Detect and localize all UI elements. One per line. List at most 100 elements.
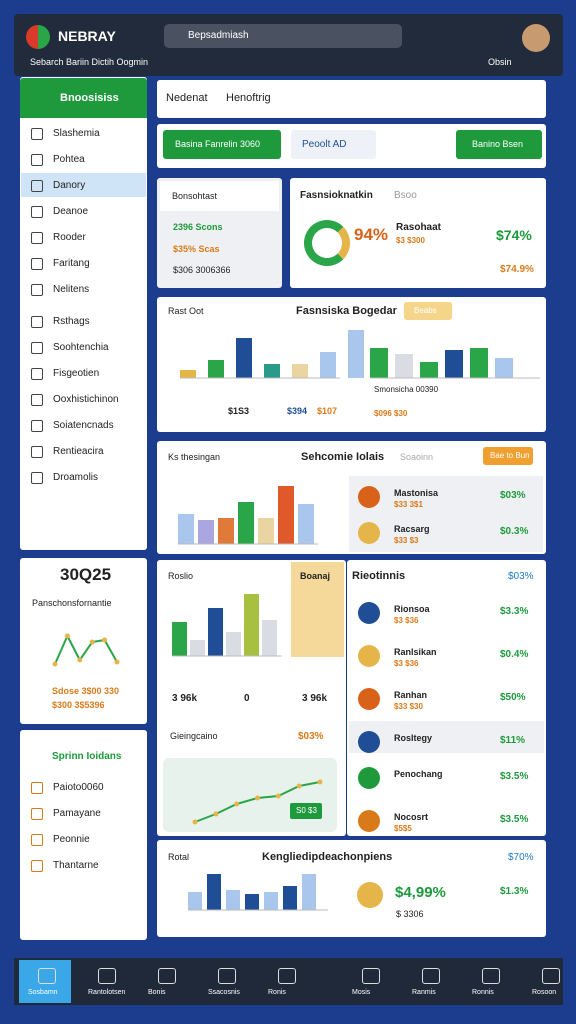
nav-label[interactable]: Bonis bbox=[148, 989, 166, 996]
panel-label: Rast Oot bbox=[168, 306, 204, 316]
nav-icon bbox=[31, 154, 43, 166]
panel-label: Rotal bbox=[168, 852, 190, 862]
item-sub: $33 $3 bbox=[394, 536, 419, 545]
bar-chart bbox=[188, 874, 328, 911]
item-value: $0.4% bbox=[500, 649, 529, 660]
donut bbox=[304, 220, 350, 266]
item-sub: $33 3$1 bbox=[394, 500, 423, 509]
button[interactable] bbox=[291, 130, 376, 159]
chip bbox=[290, 803, 322, 819]
toolbar-tab[interactable]: Henoftrig bbox=[226, 92, 271, 104]
point bbox=[52, 661, 58, 667]
nav-icon bbox=[31, 446, 43, 458]
nav-icon bbox=[31, 368, 43, 380]
search-text: Bepsadmiash bbox=[188, 30, 249, 41]
item-icon bbox=[358, 602, 380, 624]
bar-foot: $394 bbox=[287, 406, 308, 416]
bar bbox=[226, 890, 240, 910]
nav-icon bbox=[98, 968, 116, 984]
nav-label[interactable]: Sosbamn bbox=[28, 989, 58, 996]
stat-value: 30Q25 bbox=[60, 565, 112, 584]
bar-foot: $1S3 bbox=[228, 406, 250, 416]
sidebar bbox=[20, 77, 147, 550]
nav-item[interactable]: Faritang bbox=[53, 258, 90, 269]
nav-icon bbox=[158, 968, 176, 984]
bar bbox=[470, 348, 488, 378]
stat: 3 96k bbox=[172, 693, 198, 704]
nav-label[interactable]: Rantolotsen bbox=[88, 989, 126, 996]
nav-icon bbox=[31, 834, 43, 846]
panel-title: Sehcomie Iolais bbox=[301, 451, 385, 463]
user-name: Obsin bbox=[488, 57, 512, 67]
nav-icon bbox=[31, 284, 43, 296]
list-item[interactable]: Peonnie bbox=[53, 834, 90, 845]
nav-icon bbox=[362, 968, 380, 984]
list-item[interactable]: Pamayane bbox=[53, 808, 101, 819]
nav-item[interactable]: Danory bbox=[53, 180, 86, 191]
sidebar-title: Bnoosisiss bbox=[60, 92, 119, 104]
nav-item[interactable]: Ooxhistichinon bbox=[53, 394, 119, 405]
list-item[interactable]: Paioto0060 bbox=[53, 782, 104, 793]
button[interactable] bbox=[456, 130, 542, 159]
summary-title: Fasnsioknatkin bbox=[300, 190, 373, 201]
toolbar-title: Nedenat bbox=[166, 92, 208, 104]
filter-row: $306 3006366 bbox=[173, 265, 231, 275]
search-label[interactable]: Soaoinn bbox=[400, 452, 434, 462]
list-item[interactable]: Thantarne bbox=[53, 860, 99, 871]
item-value: $3.5% bbox=[500, 771, 529, 782]
item-sub: $5$5 bbox=[394, 824, 412, 833]
nav-label[interactable]: Ronis bbox=[268, 989, 286, 996]
highlight-row bbox=[349, 721, 544, 753]
nav-label[interactable]: Ronnis bbox=[472, 989, 494, 996]
line-chart bbox=[52, 633, 120, 667]
nav-label[interactable]: Ranmis bbox=[412, 989, 436, 996]
nav-item[interactable]: Pohtea bbox=[53, 154, 85, 165]
item-name: Ranhan bbox=[394, 690, 428, 700]
bar bbox=[180, 370, 196, 378]
button-label: Bae to Bun bbox=[490, 451, 530, 460]
row-value: $03% bbox=[298, 731, 324, 742]
bar bbox=[420, 362, 438, 378]
nav-item[interactable]: Nelitens bbox=[53, 284, 90, 295]
nav-icon bbox=[31, 472, 43, 484]
search-box[interactable] bbox=[164, 24, 402, 48]
nav-item[interactable]: Rooder bbox=[53, 232, 86, 243]
nav-icon bbox=[31, 316, 43, 328]
nav-item[interactable]: Soohtenchia bbox=[53, 342, 109, 353]
bar bbox=[245, 894, 259, 910]
bar bbox=[258, 518, 274, 544]
point bbox=[114, 659, 120, 665]
nav-icon bbox=[31, 258, 43, 270]
nav-label[interactable]: Ssacosnis bbox=[208, 989, 240, 996]
button[interactable] bbox=[483, 447, 533, 465]
nav-item[interactable]: Soiatencnads bbox=[53, 420, 114, 431]
bar bbox=[283, 886, 297, 910]
nav-item[interactable]: Rsthags bbox=[53, 316, 90, 327]
nav-icon bbox=[38, 968, 56, 984]
bar bbox=[292, 364, 308, 378]
button[interactable] bbox=[163, 130, 281, 159]
bar bbox=[370, 348, 388, 378]
nav-item[interactable]: Slashemia bbox=[53, 128, 100, 139]
item-icon bbox=[358, 731, 380, 753]
nav-item[interactable]: Droamolis bbox=[53, 472, 99, 483]
mid-list bbox=[349, 476, 543, 552]
bar bbox=[188, 892, 202, 910]
nav-item[interactable]: Rentieacira bbox=[53, 446, 104, 457]
dropdown[interactable] bbox=[160, 181, 279, 211]
stat-foot: $300 3$5396 bbox=[52, 700, 105, 710]
panel-value: $03% bbox=[508, 571, 534, 582]
avatar[interactable] bbox=[522, 24, 550, 52]
bar bbox=[302, 874, 316, 910]
nav-label[interactable]: Rosoon bbox=[532, 989, 557, 996]
nav-label[interactable]: Mosis bbox=[352, 989, 371, 996]
nav-item[interactable]: Deanoe bbox=[53, 206, 89, 217]
bar bbox=[495, 358, 513, 378]
bar bbox=[198, 520, 214, 544]
side-list-title: Sprinn Ioidans bbox=[52, 751, 122, 762]
line-chart bbox=[192, 779, 323, 825]
nav-item[interactable]: Fisgeotien bbox=[53, 368, 100, 379]
nav-icon bbox=[422, 968, 440, 984]
coin-icon bbox=[357, 882, 383, 908]
